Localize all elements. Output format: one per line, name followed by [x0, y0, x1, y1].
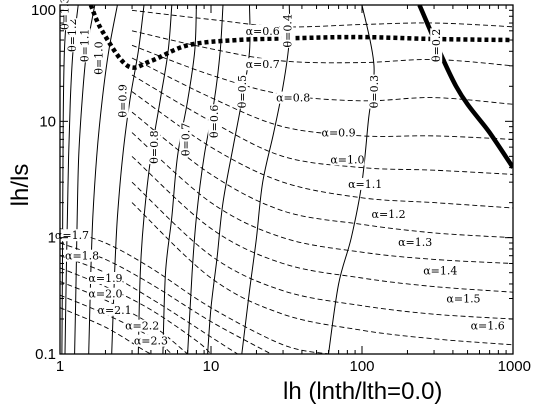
alpha-contour-line — [131, 9, 513, 28]
contour-label: θ=1.0 — [93, 41, 106, 74]
contour-label-background — [97, 303, 132, 316]
contour-label: θ=1.3 — [58, 0, 71, 30]
alpha-contour-line — [131, 57, 513, 140]
contour-label: α=2.2 — [125, 320, 159, 333]
contour-label: θ=0.8 — [148, 130, 161, 163]
theta-contour-line — [162, 5, 197, 354]
contour-label: α=0.8 — [276, 92, 310, 105]
contour-label-background — [423, 264, 458, 277]
contour-label-background — [245, 58, 280, 71]
contour-label: α=1.5 — [446, 293, 480, 306]
contour-label-background — [88, 272, 123, 284]
contour-label: α=1.6 — [471, 320, 505, 333]
contour-label-background — [321, 126, 356, 139]
y-tick-label: 10 — [39, 113, 56, 130]
contour-label-background — [245, 24, 280, 37]
contour-label-background — [116, 83, 129, 118]
contour-label: θ=0.4 — [281, 14, 294, 47]
x-axis-label: lh (lnth/lth=0.0) — [283, 378, 442, 405]
contour-label-background — [179, 122, 192, 157]
contour-label-background — [398, 235, 433, 248]
y-tick-label: 0.1 — [35, 346, 56, 363]
y-tick-label: 1 — [48, 230, 56, 247]
contour-label: α=1.3 — [398, 236, 432, 249]
contour-label-background — [65, 249, 100, 262]
contour-label: α=2.3 — [134, 335, 168, 348]
contour-label-background — [133, 334, 168, 347]
theta-contour-line — [137, 5, 173, 354]
contour-label-background — [276, 91, 311, 104]
alpha-contour-line — [60, 255, 238, 354]
contour-label: α=0.6 — [246, 25, 280, 38]
x-tick-label: 1 — [56, 358, 64, 375]
contour-label: α=1.0 — [330, 154, 364, 167]
bold-dotted-boundary-line — [88, 5, 513, 70]
contour-label: θ=0.3 — [368, 75, 381, 108]
contour-label-background — [348, 177, 383, 190]
contour-label: θ=0.6 — [208, 105, 221, 138]
contour-label: α=1.2 — [372, 208, 406, 221]
contour-label-background — [430, 28, 443, 63]
contour-label: α=2.1 — [98, 304, 132, 317]
alpha-contour-line — [131, 44, 513, 105]
contour-label: α=1.1 — [348, 178, 382, 191]
contour-label-background — [470, 319, 505, 332]
x-tick-label: 1000 — [498, 358, 531, 375]
contour-label-background — [88, 287, 123, 300]
y-tick-label: 100 — [31, 2, 56, 19]
contour-label: α=1.9 — [88, 272, 122, 285]
theta-contour-line — [187, 5, 224, 354]
contour-label: α=1.4 — [423, 265, 457, 278]
contour-label-background — [92, 41, 105, 75]
contour-label: α=1.8 — [65, 250, 99, 263]
contour-label-background — [148, 130, 161, 165]
contour-label: α=0.9 — [322, 127, 356, 140]
alpha-contour-line — [131, 132, 513, 264]
alpha-contour-line — [131, 156, 513, 293]
contour-label: θ=1.1 — [78, 29, 91, 62]
contour-label: θ=0.9 — [117, 84, 130, 117]
contour-label-background — [281, 13, 294, 48]
alpha-contour-line — [131, 30, 513, 67]
contour-label-background — [78, 28, 91, 63]
contour-label-background — [330, 153, 365, 166]
contour-label-background — [371, 207, 406, 220]
contour-labels: θ=0.2 θ=0.3 θ=0.4 θ=0.5 θ=0.6 θ=0.7 θ=0.8 θ=0.9… — [55, 0, 505, 348]
contour-curves — [60, 5, 513, 354]
alpha-contour-line — [131, 202, 513, 346]
alpha-contour-line — [131, 181, 513, 320]
contour-label-background — [208, 104, 221, 139]
contour-label-background — [235, 74, 248, 109]
contour-label: θ=0.7 — [180, 123, 193, 156]
contour-label: θ=0.5 — [236, 75, 249, 108]
alpha-contour-line — [60, 307, 152, 354]
contour-label: α=0.7 — [246, 58, 280, 71]
contour-label-background — [368, 74, 380, 109]
contour-label-background — [125, 319, 160, 332]
alpha-contour-line — [131, 74, 513, 175]
x-tick-label: 10 — [203, 358, 220, 375]
plot-frame — [59, 4, 514, 355]
contour-label: α=2.0 — [88, 288, 122, 301]
x-tick-label: 100 — [349, 358, 374, 375]
contour-label: α=1.7 — [55, 229, 89, 242]
alpha-contour-line — [131, 91, 513, 209]
y-axis-label: lh/ls — [7, 164, 34, 207]
alpha-contour-line — [131, 111, 513, 239]
contour-label-background — [446, 292, 481, 305]
contour-label-background — [55, 229, 89, 242]
contour-label: θ=0.2 — [430, 29, 443, 62]
alpha-contour-line — [60, 281, 188, 354]
theta-contour-line — [207, 5, 251, 354]
theta-contour-line — [61, 5, 68, 354]
